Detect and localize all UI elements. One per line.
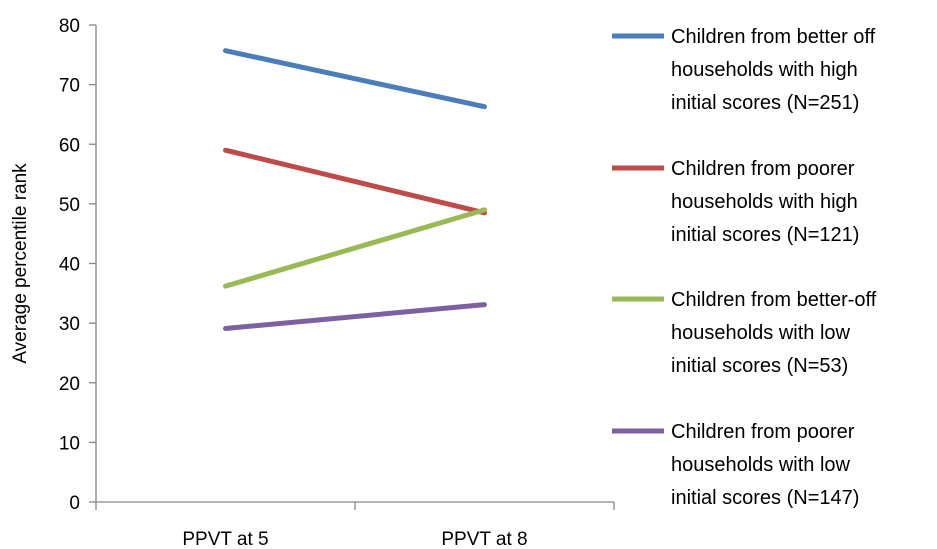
y-tick-label: 70 [59,76,80,97]
chart-legend: Children from better off households with … [612,26,877,509]
y-tick-label: 80 [59,16,80,37]
y-tick-label: 50 [59,195,80,216]
x-tick-label: PPVT at 5 [182,529,268,549]
series-line-2 [223,147,487,216]
y-tick-label: 30 [59,314,80,335]
y-tick-label: 60 [59,135,80,156]
y-tick-label: 0 [69,493,80,514]
legend-label: Children from better-off households with … [671,289,877,377]
series-line-4 [223,302,487,331]
legend-entry-1: Children from better off households with … [612,26,876,114]
series-line-3 [223,207,487,289]
series-line-1 [223,48,487,110]
legend-label: Children from better off households with … [671,26,876,114]
x-axis-ticks: PPVT at 5 PPVT at 8 [95,502,615,549]
legend-entry-3: Children from better-off households with … [612,289,877,377]
legend-entry-2: Children from poorer households with high… [612,158,859,246]
y-tick-label: 40 [59,255,80,276]
y-axis-title: Average percentile rank [10,163,31,364]
chart-axes [95,25,614,503]
legend-entry-4: Children from poorer households with low i… [612,421,859,509]
y-tick-label: 20 [59,374,80,395]
series-lines [223,48,487,331]
legend-label: Children from poorer households with high… [671,158,859,246]
x-tick-label: PPVT at 8 [441,529,527,549]
legend-label: Children from poorer households with low i… [671,421,859,509]
y-tick-label: 10 [59,433,80,454]
y-axis-ticks: 0 10 20 30 40 50 60 70 80 [59,16,96,514]
